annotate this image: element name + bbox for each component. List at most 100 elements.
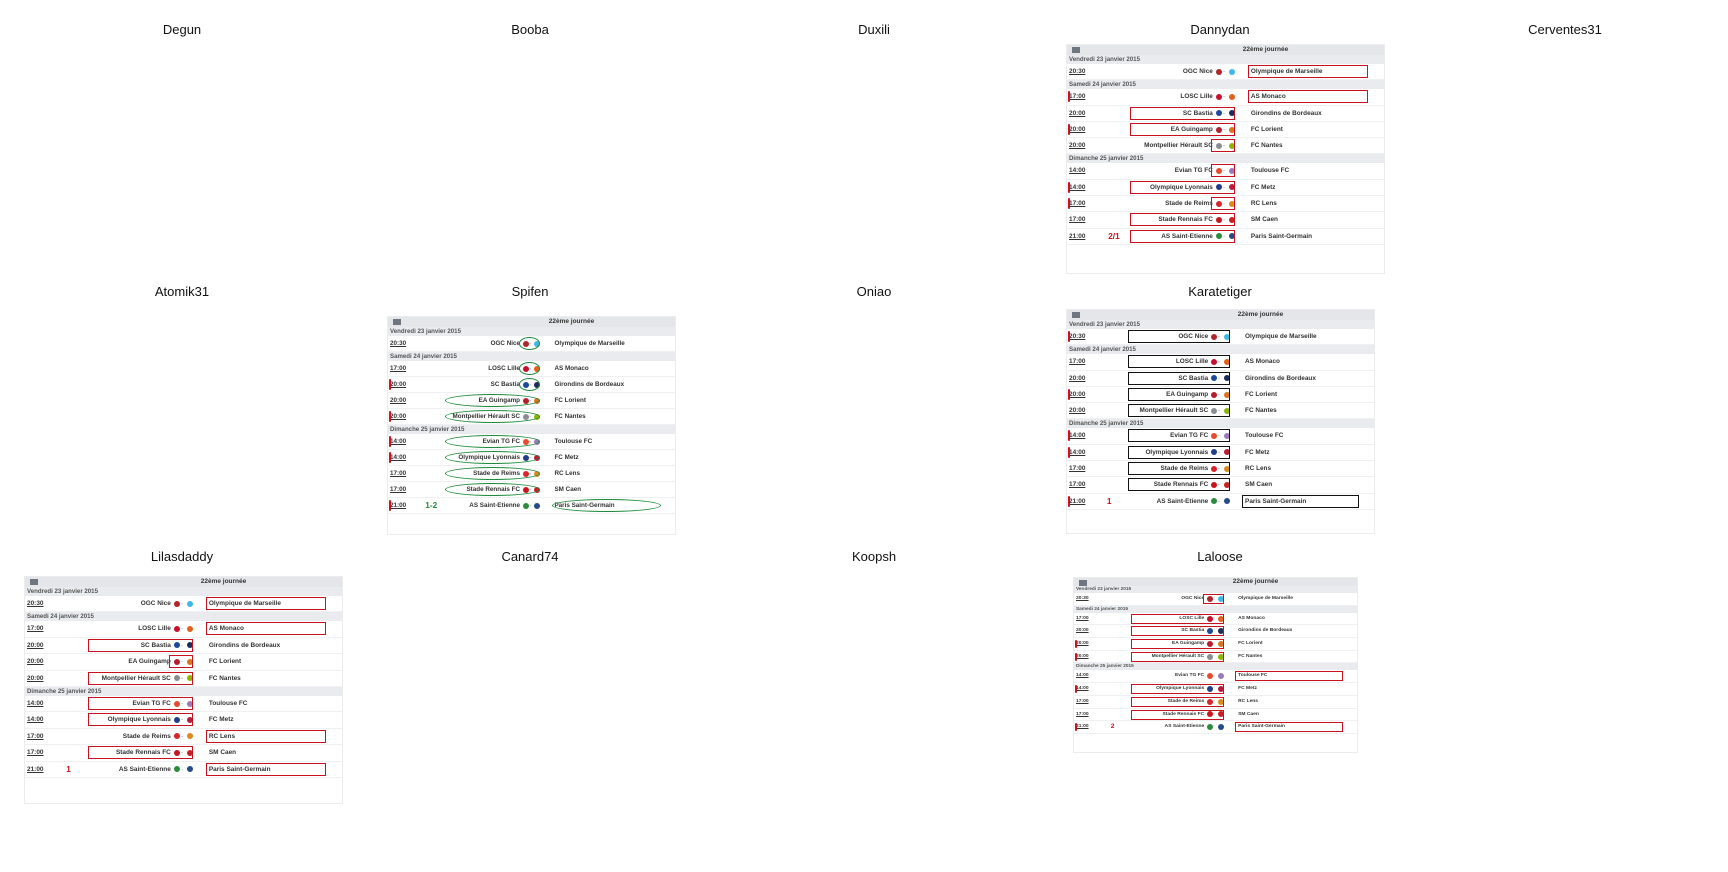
red-tick bbox=[1068, 91, 1070, 103]
home-team-logo bbox=[173, 675, 180, 682]
home-team-logo bbox=[1211, 333, 1218, 340]
day-header: Vendredi 23 janvier 2015 bbox=[25, 587, 342, 596]
match-time: 20:00 bbox=[1069, 142, 1086, 150]
match-row: 14:00 Evian TG FC - Toulouse FC bbox=[1067, 163, 1384, 180]
versus-dash: - bbox=[1213, 698, 1215, 704]
player-name-duxili: Duxili bbox=[858, 22, 890, 37]
match-time: 20:00 bbox=[390, 397, 407, 404]
day-header: Samedi 24 janvier 2015 bbox=[1067, 80, 1384, 90]
player-name-cerventes31: Cerventes31 bbox=[1528, 22, 1602, 37]
match-time: 20:00 bbox=[1069, 390, 1086, 398]
match-row: 20:30 OGC Nice - Olympique de Marseille bbox=[1067, 329, 1374, 346]
home-team-name: LOSC Lille bbox=[1180, 93, 1213, 101]
home-team-logo bbox=[1207, 615, 1213, 622]
pick-mark bbox=[445, 410, 541, 423]
home-team-name: SC Bastia bbox=[1178, 374, 1209, 382]
home-team-name: SC Bastia bbox=[140, 641, 171, 649]
day-header: Vendredi 23 janvier 2015 bbox=[1067, 55, 1384, 64]
player-name-dannydan: Dannydan bbox=[1190, 22, 1250, 37]
match-row: 20:00 SC Bastia - Girondins de Bordeaux bbox=[25, 638, 342, 655]
match-row: 20:00 SC Bastia - Girondins de Bordeaux bbox=[1067, 371, 1374, 387]
match-time: 20:30 bbox=[1076, 596, 1089, 601]
match-row: 17:00 Stade Rennais FC - SM Caen bbox=[388, 482, 675, 498]
versus-dash: - bbox=[1218, 407, 1221, 415]
home-team-name: Olympique Lyonnais bbox=[107, 716, 171, 724]
match-time: 14:00 bbox=[1076, 686, 1089, 692]
player-name-canard74: Canard74 bbox=[501, 549, 559, 564]
versus-dash: - bbox=[1213, 711, 1215, 717]
home-team-logo bbox=[1211, 407, 1218, 414]
match-time: 17:00 bbox=[1076, 698, 1089, 704]
day-header: Vendredi 23 janvier 2015 bbox=[1067, 320, 1374, 329]
prediction-card-karatetiger: 22ème journée Vendredi 23 janvier 2015 20:… bbox=[1066, 309, 1375, 534]
away-team-name: Paris Saint-Germain bbox=[1238, 724, 1286, 730]
home-team-logo bbox=[1215, 142, 1222, 149]
home-team-name: AS Saint-Etienne bbox=[469, 502, 521, 509]
home-team-logo bbox=[1215, 200, 1222, 207]
away-team-name: FC Nantes bbox=[1250, 142, 1283, 150]
score-annotation: 1 bbox=[66, 764, 71, 774]
match-row: 14:00 Olympique Lyonnais - FC Metz bbox=[1067, 445, 1374, 462]
red-tick bbox=[1068, 198, 1070, 210]
pick-mark bbox=[1130, 709, 1224, 720]
home-team-logo bbox=[1211, 358, 1218, 365]
versus-dash: - bbox=[1218, 333, 1221, 340]
home-team-name: Stade de Reims bbox=[1160, 465, 1209, 473]
versus-dash: - bbox=[180, 749, 184, 757]
pick-mark bbox=[518, 378, 541, 391]
red-tick bbox=[1068, 331, 1070, 342]
versus-dash: - bbox=[180, 732, 184, 740]
match-time: 21:00 bbox=[1069, 232, 1086, 240]
match-time: 20:30 bbox=[1069, 333, 1086, 340]
home-team-logo bbox=[1215, 233, 1222, 240]
match-time: 17:00 bbox=[1069, 358, 1086, 366]
away-team-name: SM Caen bbox=[1250, 216, 1278, 224]
home-team-logo bbox=[1207, 724, 1213, 731]
versus-dash: - bbox=[1218, 374, 1221, 382]
match-row: 17:00 Stade de Reims - RC Lens bbox=[388, 466, 675, 482]
prediction-card-dannydan: 22ème journée Vendredi 23 janvier 2015 20:… bbox=[1066, 44, 1385, 274]
home-team-logo bbox=[1215, 110, 1222, 117]
match-time: 14:00 bbox=[1069, 432, 1086, 440]
player-name-degun: Degun bbox=[162, 22, 202, 37]
match-time: 21:00 bbox=[1069, 497, 1086, 505]
away-team-name: AS Monaco bbox=[208, 625, 244, 633]
pick-mark bbox=[1130, 684, 1224, 695]
away-team-name: FC Lorient bbox=[1250, 125, 1283, 133]
match-row: 20:00 SC Bastia - Girondins de Bordeaux bbox=[1074, 625, 1357, 639]
away-team-name: Toulouse FC bbox=[1245, 432, 1284, 440]
away-team-name: RC Lens bbox=[1238, 698, 1259, 704]
away-team-logo bbox=[186, 700, 193, 707]
player-name-oniao: Oniao bbox=[856, 284, 892, 299]
away-team-name: Olympique de Marseille bbox=[554, 340, 625, 347]
match-time: 14:00 bbox=[1069, 183, 1086, 191]
away-team-name: Girondins de Bordeaux bbox=[1250, 109, 1322, 117]
versus-dash: - bbox=[1218, 358, 1221, 366]
versus-dash: - bbox=[1222, 232, 1226, 240]
match-row: 17:00 LOSC Lille - AS Monaco bbox=[1074, 613, 1357, 626]
home-team-logo bbox=[1215, 184, 1222, 191]
red-tick bbox=[389, 379, 391, 390]
prediction-card-spifen: 22ème journée Vendredi 23 janvier 2015 20:… bbox=[387, 316, 676, 535]
home-team-name: Olympique Lyonnais bbox=[1150, 183, 1213, 191]
away-team-logo bbox=[1228, 200, 1235, 207]
pick-mark bbox=[551, 499, 661, 512]
home-team-logo bbox=[173, 600, 180, 607]
versus-dash: - bbox=[180, 625, 184, 633]
home-team-name: LOSC Lille bbox=[488, 365, 521, 372]
home-team-name: Montpellier Hérault SC bbox=[1144, 142, 1213, 150]
away-team-name: SM Caen bbox=[554, 486, 582, 493]
match-row: 21:00 AS Saint-Etienne - Paris Saint-Germai… bbox=[1067, 229, 1384, 245]
away-team-name: Toulouse FC bbox=[554, 438, 593, 445]
match-row: 20:30 OGC Nice - Olympique de Marseille bbox=[25, 596, 342, 613]
home-team-logo bbox=[173, 749, 180, 756]
away-team-logo bbox=[1218, 698, 1225, 705]
pick-mark bbox=[1128, 355, 1230, 369]
home-team-name: Montpellier Hérault SC bbox=[1139, 407, 1209, 415]
pick-mark bbox=[1128, 330, 1230, 343]
home-team-name: Evian TG FC bbox=[132, 699, 171, 707]
pick-mark bbox=[1247, 65, 1369, 78]
match-row: 20:00 Montpellier Hérault SC - FC Nantes bbox=[1067, 138, 1384, 155]
away-team-name: FC Nantes bbox=[208, 674, 241, 682]
away-team-logo bbox=[1228, 168, 1235, 175]
